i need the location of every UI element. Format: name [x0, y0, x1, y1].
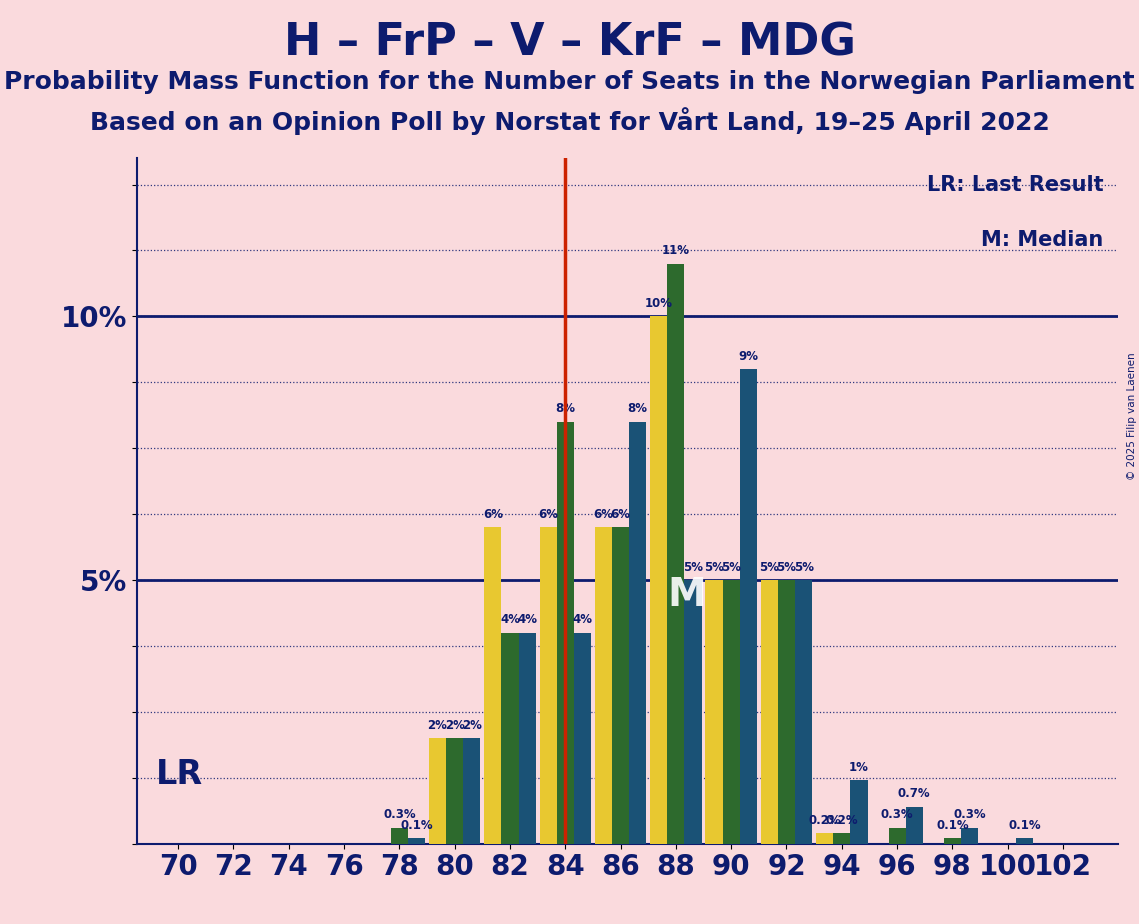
Bar [1016, 838, 1033, 844]
Text: 5%: 5% [721, 561, 741, 574]
Bar [851, 780, 868, 844]
Text: 8%: 8% [556, 403, 575, 416]
Bar [778, 580, 795, 844]
Text: H – FrP – V – KrF – MDG: H – FrP – V – KrF – MDG [284, 21, 855, 65]
Bar [685, 580, 702, 844]
Bar [540, 528, 557, 844]
Bar [816, 833, 834, 844]
Text: 11%: 11% [662, 244, 690, 257]
Bar [595, 528, 612, 844]
Text: 0.2%: 0.2% [826, 814, 858, 827]
Bar [739, 369, 757, 844]
Bar [612, 528, 629, 844]
Text: LR: LR [156, 758, 203, 791]
Text: 5%: 5% [794, 561, 813, 574]
Text: Probability Mass Function for the Number of Seats in the Norwegian Parliament: Probability Mass Function for the Number… [5, 70, 1134, 94]
Text: 0.3%: 0.3% [880, 808, 913, 821]
Bar [484, 528, 501, 844]
Bar [557, 422, 574, 844]
Bar [446, 738, 464, 844]
Text: 5%: 5% [704, 561, 724, 574]
Text: 5%: 5% [777, 561, 796, 574]
Bar [961, 828, 978, 844]
Bar [722, 580, 739, 844]
Text: M: M [667, 577, 706, 614]
Text: 6%: 6% [593, 508, 614, 521]
Text: 8%: 8% [628, 403, 648, 416]
Text: 1%: 1% [849, 761, 869, 774]
Bar [944, 838, 961, 844]
Text: © 2025 Filip van Laenen: © 2025 Filip van Laenen [1126, 352, 1137, 480]
Bar [705, 580, 722, 844]
Text: 6%: 6% [611, 508, 631, 521]
Text: 0.1%: 0.1% [1008, 819, 1041, 832]
Text: 4%: 4% [573, 614, 592, 626]
Bar [761, 580, 778, 844]
Bar [391, 828, 408, 844]
Text: 0.2%: 0.2% [809, 814, 841, 827]
Bar [574, 633, 591, 844]
Bar [795, 580, 812, 844]
Bar [518, 633, 535, 844]
Text: LR: Last Result: LR: Last Result [927, 176, 1104, 195]
Text: 0.1%: 0.1% [936, 819, 968, 832]
Bar [650, 316, 667, 844]
Text: M: Median: M: Median [982, 230, 1104, 250]
Text: 5%: 5% [760, 561, 779, 574]
Bar [408, 838, 425, 844]
Text: 6%: 6% [538, 508, 558, 521]
Bar [429, 738, 446, 844]
Text: 10%: 10% [645, 297, 673, 310]
Text: 2%: 2% [427, 719, 448, 732]
Text: 4%: 4% [517, 614, 538, 626]
Text: 9%: 9% [738, 350, 759, 363]
Text: 0.7%: 0.7% [898, 787, 931, 800]
Text: 0.1%: 0.1% [400, 819, 433, 832]
Bar [501, 633, 518, 844]
Bar [888, 828, 906, 844]
Bar [667, 263, 685, 844]
Bar [834, 833, 851, 844]
Text: 4%: 4% [500, 614, 521, 626]
Text: 2%: 2% [461, 719, 482, 732]
Text: 2%: 2% [444, 719, 465, 732]
Text: Based on an Opinion Poll by Norstat for Vårt Land, 19–25 April 2022: Based on an Opinion Poll by Norstat for … [90, 107, 1049, 135]
Text: 0.3%: 0.3% [953, 808, 986, 821]
Bar [629, 422, 646, 844]
Text: 6%: 6% [483, 508, 502, 521]
Bar [906, 807, 923, 844]
Bar [464, 738, 481, 844]
Text: 0.3%: 0.3% [383, 808, 416, 821]
Text: 5%: 5% [683, 561, 703, 574]
